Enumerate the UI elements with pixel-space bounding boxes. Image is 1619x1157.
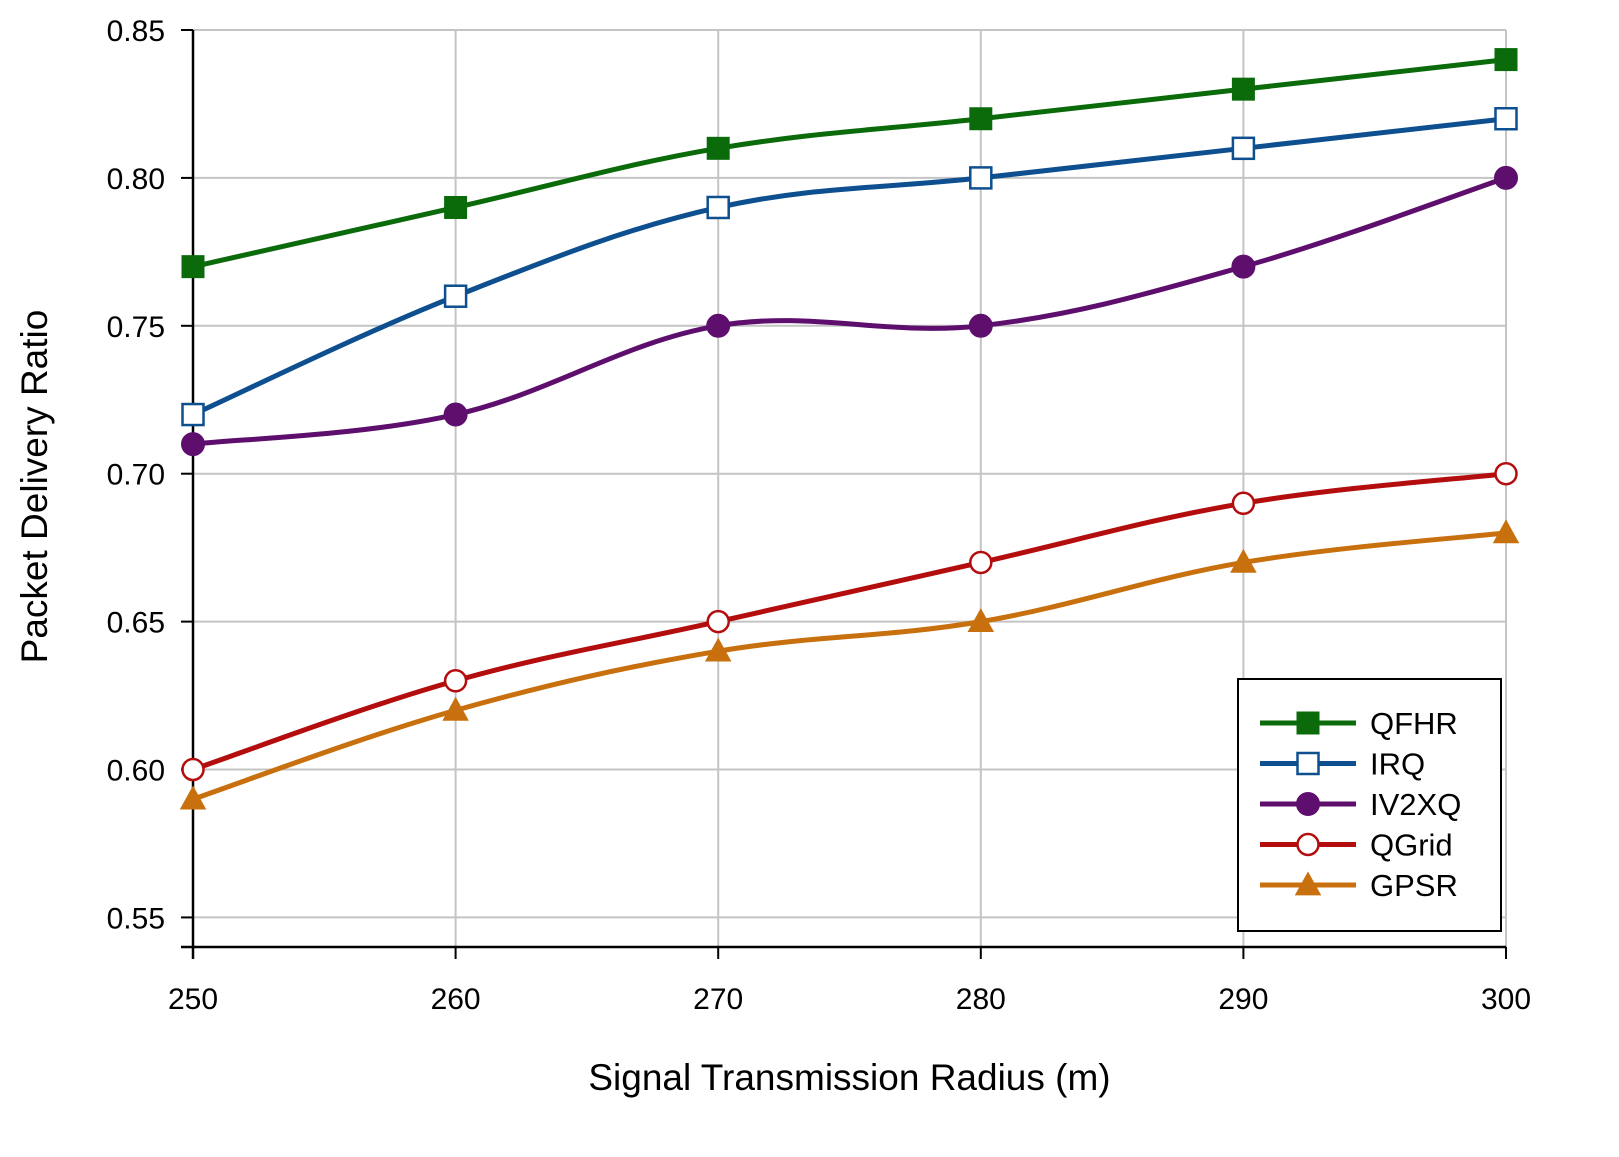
y-tick-label: 0.85 xyxy=(107,15,165,48)
data-point-irq xyxy=(443,284,468,308)
data-point-qfhr xyxy=(1494,48,1518,72)
x-tick-label: 250 xyxy=(168,983,218,1016)
data-point-iv2xq xyxy=(1494,165,1518,190)
y-tick-label: 0.70 xyxy=(107,459,165,492)
legend: QFHR IRQ IV2XQ QGrid GPSR xyxy=(1237,678,1502,932)
legend-label: GPSR xyxy=(1370,868,1458,903)
data-point-qgrid xyxy=(181,757,205,782)
data-point-iv2xq xyxy=(181,432,205,457)
data-point-qfhr xyxy=(706,136,730,160)
legend-entry-gpsr: GPSR xyxy=(1260,868,1458,903)
data-point-gpsr xyxy=(442,696,469,721)
data-point-irq xyxy=(969,166,993,190)
x-tick-label: 300 xyxy=(1481,983,1531,1016)
series-qfhr xyxy=(181,48,1518,279)
legend-marker xyxy=(1296,711,1320,735)
data-point-gpsr xyxy=(967,608,995,632)
data-point-iv2xq xyxy=(1231,254,1256,279)
data-point-qfhr xyxy=(444,195,468,219)
data-point-irq xyxy=(181,402,205,427)
x-tick-label: 270 xyxy=(693,983,743,1016)
series-line-qfhr xyxy=(190,57,1509,270)
legend-marker xyxy=(1296,751,1320,776)
series-qgrid xyxy=(181,461,1518,782)
series-line-iv2xq xyxy=(190,175,1509,447)
x-axis-title: Signal Transmission Radius (m) xyxy=(588,1057,1110,1098)
series-gpsr xyxy=(179,519,1520,810)
series-line-qgrid xyxy=(190,471,1509,773)
data-point-irq xyxy=(1231,136,1256,161)
legend-entry-qgrid: QGrid xyxy=(1260,828,1453,863)
data-point-qgrid xyxy=(1494,461,1518,486)
series-group xyxy=(179,48,1520,810)
legend-entry-iv2xq: IV2XQ xyxy=(1260,787,1461,822)
legend-label: IV2XQ xyxy=(1370,787,1461,822)
data-point-gpsr xyxy=(1492,519,1520,544)
data-point-irq xyxy=(1494,106,1518,131)
data-point-iv2xq xyxy=(706,313,731,338)
data-point-qgrid xyxy=(443,669,468,693)
legend-entry-irq: IRQ xyxy=(1260,747,1425,782)
legend-label: QFHR xyxy=(1370,706,1458,741)
data-point-iv2xq xyxy=(443,402,468,427)
legend-label: QGrid xyxy=(1370,828,1453,863)
series-line-irq xyxy=(190,116,1509,418)
x-tick-label: 260 xyxy=(431,983,481,1016)
data-point-qfhr xyxy=(1231,77,1255,101)
data-point-qgrid xyxy=(706,609,730,634)
data-point-qgrid xyxy=(969,550,993,575)
series-iv2xq xyxy=(181,165,1518,457)
axes: 250 260 270 280 290 300 0.55 0.60 0.65 0.70 0.75 0.… xyxy=(107,15,1531,1016)
series-line-gpsr xyxy=(190,530,1509,802)
y-tick-label: 0.65 xyxy=(107,607,165,640)
series-irq xyxy=(181,106,1518,427)
data-point-qfhr xyxy=(181,255,205,279)
y-tick-label: 0.80 xyxy=(107,163,165,196)
x-tick-label: 290 xyxy=(1218,983,1268,1016)
legend-entry-qfhr: QFHR xyxy=(1260,706,1458,741)
data-point-iv2xq xyxy=(968,313,993,338)
y-tick-label: 0.75 xyxy=(107,311,165,344)
legend-marker xyxy=(1296,792,1320,816)
x-tick-label: 280 xyxy=(956,983,1006,1016)
data-point-gpsr xyxy=(704,637,732,662)
legend-marker xyxy=(1296,832,1320,857)
y-tick-label: 0.60 xyxy=(107,755,165,788)
data-point-gpsr xyxy=(1230,548,1257,573)
data-point-qgrid xyxy=(1231,491,1256,516)
data-point-gpsr xyxy=(179,785,207,810)
y-axis-title: Packet Delivery Ratio xyxy=(14,310,55,664)
data-point-qfhr xyxy=(969,107,993,131)
legend-marker xyxy=(1294,871,1322,896)
legend-label: IRQ xyxy=(1370,747,1425,782)
y-tick-label: 0.55 xyxy=(107,902,165,935)
data-point-irq xyxy=(706,195,730,220)
